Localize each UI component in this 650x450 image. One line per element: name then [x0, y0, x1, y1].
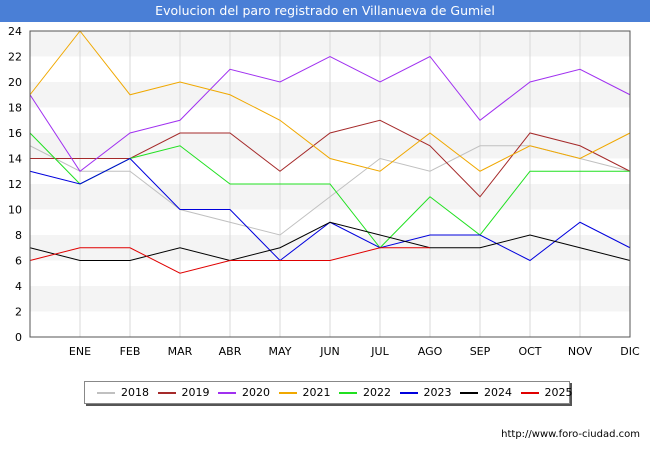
y-tick-label: 6 — [15, 255, 22, 268]
x-tick-label: SEP — [470, 345, 491, 358]
legend-swatch — [218, 392, 236, 394]
series-line-2025 — [29, 247, 430, 274]
x-tick-label: DIC — [620, 345, 640, 358]
y-tick-label: 4 — [15, 280, 22, 293]
legend-item-2025: 2025 — [520, 382, 573, 403]
legend-label: 2021 — [302, 386, 331, 399]
legend-swatch — [97, 392, 115, 394]
x-tick-label: OCT — [518, 345, 541, 358]
legend-item-2024: 2024 — [460, 382, 512, 403]
x-tick-label: FEB — [120, 345, 141, 358]
legend: 2018 2019 2020 2021 2022 2023 2024 2025 — [84, 381, 573, 404]
footer-url: http://www.foro-ciudad.com — [501, 429, 640, 440]
y-tick-label: 22 — [8, 51, 22, 64]
legend-label: 2025 — [544, 386, 573, 399]
legend-item-2022: 2022 — [339, 382, 391, 403]
x-tick-label: ABR — [219, 345, 242, 358]
x-axis-ticks: ENE FEB MAR ABR MAY JUN JUL AGO SEP OCT NOV DIC — [69, 345, 640, 358]
x-tick-label: MAY — [269, 345, 292, 358]
legend-item-2020: 2020 — [218, 382, 270, 403]
legend-swatch — [399, 392, 418, 394]
legend-label: 2018 — [121, 386, 149, 399]
y-tick-label: 2 — [15, 306, 22, 319]
series-lines — [29, 30, 631, 274]
legend-swatch — [278, 392, 297, 394]
legend-swatch — [460, 392, 478, 394]
legend-item-2018: 2018 — [97, 382, 149, 403]
y-tick-label: 0 — [15, 331, 22, 344]
x-tick-label: AGO — [418, 345, 443, 358]
legend-label: 2024 — [484, 386, 512, 399]
legend-swatch — [339, 392, 357, 394]
y-tick-label: 16 — [8, 127, 22, 140]
x-tick-label: JUL — [370, 345, 389, 358]
chart-title: Evolucion del paro registrado en Villanu… — [0, 0, 650, 22]
series-line-2024 — [29, 221, 631, 262]
y-tick-label: 24 — [8, 25, 22, 38]
y-tick-label: 10 — [8, 204, 22, 217]
y-tick-label: 8 — [15, 229, 22, 242]
legend-item-2023: 2023 — [399, 382, 452, 403]
series-line-2021 — [29, 30, 631, 172]
x-tick-label: JUN — [319, 345, 340, 358]
legend-swatch — [520, 392, 539, 394]
series-line-2020 — [29, 55, 631, 172]
legend-item-2019: 2019 — [157, 382, 210, 403]
legend-label: 2019 — [181, 386, 210, 399]
x-tick-label: ENE — [69, 345, 91, 358]
y-tick-label: 18 — [8, 102, 22, 115]
legend-label: 2020 — [242, 386, 270, 399]
legend-item-2021: 2021 — [278, 382, 331, 403]
legend-label: 2022 — [363, 386, 391, 399]
x-tick-label: NOV — [568, 345, 593, 358]
y-tick-label: 20 — [8, 76, 22, 89]
plot-frame — [29, 30, 631, 338]
legend-swatch — [157, 392, 176, 394]
y-tick-label: 14 — [8, 153, 22, 166]
x-tick-label: MAR — [168, 345, 193, 358]
legend-label: 2023 — [423, 386, 452, 399]
y-tick-label: 12 — [8, 178, 22, 191]
